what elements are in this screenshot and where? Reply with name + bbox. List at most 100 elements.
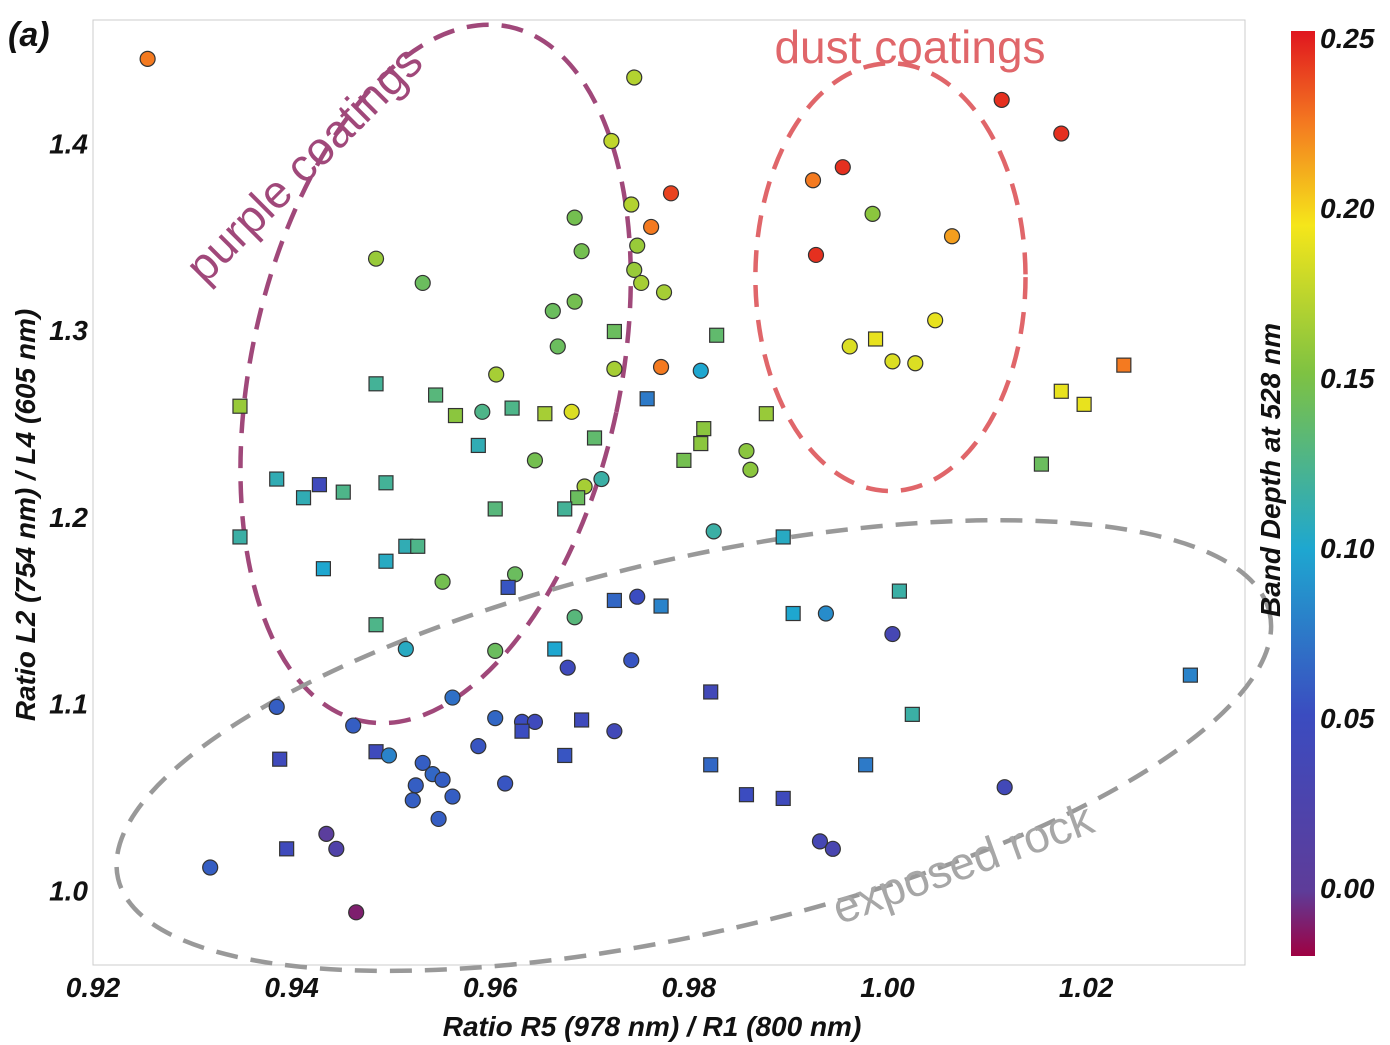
- point-circle: [742, 461, 759, 478]
- point-circle: [444, 689, 461, 706]
- point-square: [891, 583, 908, 599]
- point-square: [738, 787, 755, 803]
- point-circle: [655, 284, 673, 301]
- point-circle: [380, 747, 398, 764]
- x-tick-label: 0.96: [463, 972, 518, 1003]
- point-square: [315, 561, 331, 577]
- colorbar-tick-label: 0.15: [1320, 363, 1375, 394]
- point-circle: [864, 205, 881, 222]
- point-square: [557, 501, 573, 517]
- point-circle: [1053, 125, 1070, 142]
- data-points: [139, 50, 1198, 921]
- region-ellipse-2: [114, 517, 1274, 974]
- point-square: [639, 391, 655, 407]
- point-square: [272, 751, 288, 767]
- point-circle: [834, 159, 851, 176]
- point-circle: [526, 452, 544, 469]
- point-square: [758, 406, 774, 422]
- point-circle: [487, 710, 504, 727]
- point-circle: [268, 698, 285, 715]
- colorbar-tick-label: 0.20: [1320, 193, 1375, 224]
- point-square: [586, 430, 603, 446]
- point-circle: [414, 274, 431, 292]
- point-square: [269, 471, 285, 487]
- point-square: [703, 684, 719, 700]
- point-square: [904, 706, 920, 722]
- point-circle: [593, 470, 610, 488]
- point-square: [653, 598, 669, 614]
- region-label-dust-coatings: dust coatings: [774, 21, 1045, 73]
- plot-frame: [92, 19, 1246, 966]
- point-square: [709, 327, 725, 343]
- point-circle: [526, 713, 544, 730]
- point-square: [1033, 456, 1050, 472]
- point-square: [703, 757, 719, 773]
- point-square: [557, 747, 573, 764]
- point-circle: [907, 355, 924, 372]
- point-circle: [738, 442, 755, 460]
- point-circle: [841, 338, 858, 355]
- point-circle: [629, 237, 646, 254]
- point-circle: [444, 788, 461, 805]
- point-circle: [884, 625, 901, 643]
- point-square: [574, 712, 590, 728]
- point-square: [470, 437, 486, 454]
- y-axis-ticks: 1.0 1.1 1.2 1.3 1.4: [49, 128, 88, 906]
- point-square: [547, 641, 563, 657]
- point-square: [279, 841, 295, 857]
- x-tick-label: 0.98: [662, 972, 717, 1003]
- y-tick-label: 1.3: [49, 315, 88, 346]
- point-circle: [434, 573, 451, 590]
- point-circle: [629, 588, 646, 605]
- point-square: [410, 538, 426, 554]
- y-tick-label: 1.0: [49, 875, 88, 906]
- point-circle: [623, 652, 640, 669]
- point-circle: [633, 274, 650, 292]
- point-square: [1116, 357, 1132, 373]
- x-axis-ticks: 0.92 0.94 0.96 0.98 1.00 1.02: [66, 972, 1114, 1003]
- point-circle: [606, 360, 623, 377]
- point-circle: [544, 302, 561, 320]
- colorbar-label: Band Depth at 528 nm: [1255, 323, 1286, 617]
- point-circle: [566, 609, 583, 626]
- point-circle: [566, 293, 583, 310]
- point-circle: [434, 771, 451, 788]
- point-square: [487, 501, 503, 517]
- colorbar-tick-label: 0.10: [1320, 533, 1375, 564]
- point-circle: [430, 810, 447, 828]
- point-square: [1076, 396, 1092, 412]
- point-circle: [692, 362, 709, 379]
- point-square: [676, 452, 692, 468]
- point-circle: [470, 738, 487, 755]
- point-square: [500, 579, 516, 595]
- point-square: [1053, 383, 1069, 399]
- point-circle: [943, 228, 961, 245]
- point-square: [514, 723, 530, 739]
- panel-label: (a): [8, 16, 50, 54]
- point-circle: [705, 523, 722, 540]
- point-circle: [345, 717, 362, 734]
- point-square: [785, 605, 801, 622]
- point-circle: [414, 754, 431, 772]
- point-circle: [626, 261, 643, 278]
- point-circle: [506, 566, 524, 583]
- y-tick-label: 1.4: [49, 128, 88, 159]
- point-circle: [603, 132, 620, 150]
- point-square: [1182, 667, 1198, 683]
- point-circle: [804, 172, 822, 189]
- point-circle: [652, 358, 670, 376]
- point-square: [858, 757, 874, 773]
- x-tick-label: 0.94: [264, 972, 319, 1003]
- x-tick-label: 0.92: [66, 972, 121, 1003]
- point-circle: [497, 775, 514, 792]
- region-label-purple-coatings: purple coatings: [175, 35, 432, 292]
- point-square: [867, 331, 884, 347]
- point-circle: [474, 403, 491, 420]
- x-tick-label: 1.02: [1059, 972, 1114, 1003]
- point-square: [775, 529, 791, 545]
- point-circle: [884, 353, 901, 370]
- point-square: [447, 407, 464, 424]
- point-circle: [817, 605, 835, 622]
- point-circle: [559, 659, 576, 676]
- point-square: [378, 475, 394, 491]
